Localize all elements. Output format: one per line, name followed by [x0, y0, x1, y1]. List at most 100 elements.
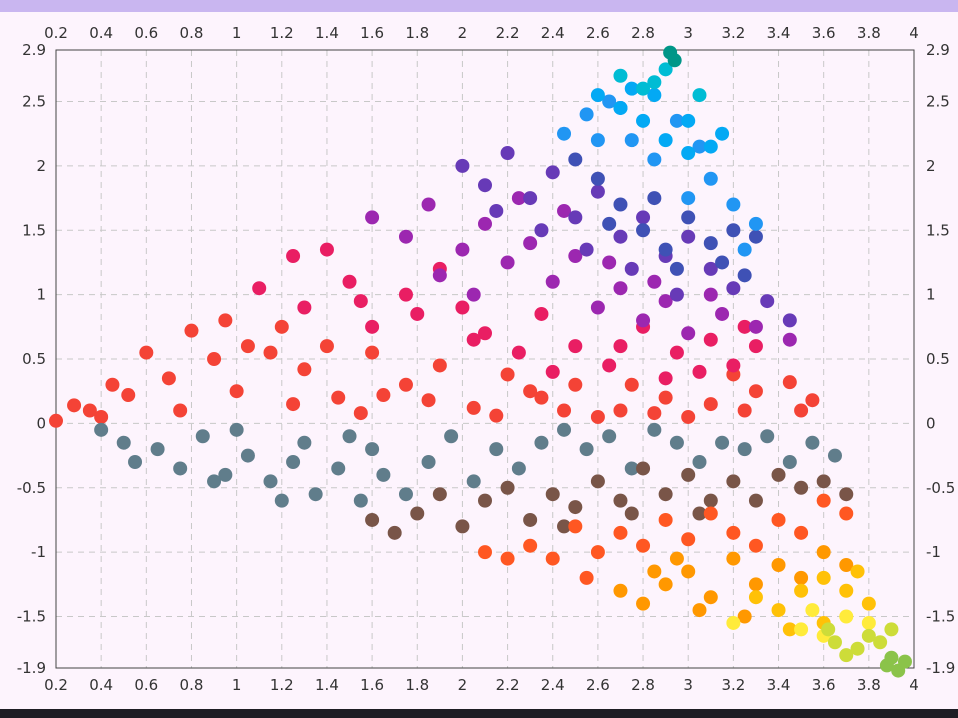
data-point — [534, 435, 549, 450]
data-point — [478, 178, 492, 193]
window-top-bar — [0, 0, 958, 12]
data-point — [500, 480, 515, 495]
data-point — [703, 397, 718, 412]
data-point — [263, 345, 278, 360]
x-tick-label-bottom: 1.2 — [270, 676, 294, 694]
data-point — [94, 409, 109, 424]
y-axis-right-ticks: 2.9 2.5 2 1.5 1 0.5 0 -0.5 -1 -1.5 -1.9 — [926, 41, 955, 677]
x-tick-label-top: 2.4 — [541, 24, 565, 42]
data-point — [511, 461, 526, 476]
data-point — [613, 339, 628, 354]
y-tick-label-left: 1 — [36, 286, 46, 304]
data-point — [850, 564, 865, 579]
data-point — [748, 229, 763, 244]
data-point — [681, 326, 696, 341]
data-point — [850, 641, 865, 656]
data-point — [353, 294, 368, 309]
data-point — [49, 413, 63, 428]
data-point — [398, 487, 413, 502]
grid-lines — [55, 49, 915, 669]
x-tick-label-top: 1.8 — [405, 24, 429, 42]
data-point — [703, 590, 718, 605]
data-point — [545, 487, 560, 502]
data-point — [692, 364, 707, 379]
data-point — [613, 403, 628, 418]
data-point — [760, 294, 775, 309]
data-point — [613, 281, 628, 296]
data-point — [568, 519, 583, 534]
x-tick-label-bottom: 1.6 — [360, 676, 384, 694]
y-tick-label-left: 1.5 — [22, 221, 46, 239]
data-point — [647, 564, 662, 579]
data-point — [839, 487, 854, 502]
y-tick-label-right: -1.9 — [926, 659, 955, 677]
data-point — [184, 323, 199, 338]
x-tick-label-top: 2.8 — [631, 24, 655, 42]
data-point — [715, 435, 730, 450]
data-point — [500, 146, 515, 160]
data-point — [398, 287, 413, 302]
data-point — [252, 281, 267, 296]
x-tick-label-bottom: 3.8 — [857, 676, 881, 694]
data-point — [897, 654, 912, 669]
data-point — [590, 184, 605, 199]
x-tick-label-top: 2.2 — [496, 24, 520, 42]
data-point — [319, 242, 334, 257]
data-point — [173, 403, 188, 418]
data-point — [771, 558, 786, 572]
data-point — [590, 133, 605, 148]
data-point — [432, 268, 447, 283]
data-point — [658, 371, 673, 386]
x-tick-label-bottom: 1.4 — [315, 676, 339, 694]
y-tick-label-left: -1 — [31, 543, 46, 561]
data-point — [500, 255, 515, 270]
data-point — [139, 345, 154, 360]
data-point — [523, 236, 538, 251]
data-point — [545, 551, 560, 566]
data-point — [478, 216, 492, 231]
y-tick-label-right: -1.5 — [926, 608, 955, 626]
data-point — [861, 628, 876, 643]
data-point — [568, 339, 583, 354]
y-tick-label-left: -0.5 — [17, 479, 46, 497]
data-point — [839, 648, 854, 663]
y-tick-label-left: 2 — [36, 157, 46, 175]
data-point — [839, 609, 854, 624]
data-point — [105, 377, 120, 392]
data-point — [782, 455, 797, 469]
data-point — [523, 512, 538, 527]
data-point — [297, 435, 312, 450]
data-point — [161, 371, 176, 386]
x-tick-label-bottom: 2.6 — [586, 676, 610, 694]
taskbar-strip — [0, 709, 958, 718]
data-point — [568, 152, 583, 167]
data-point — [613, 68, 628, 83]
y-tick-label-right: 0 — [926, 414, 936, 432]
y-tick-label-left: 0.5 — [22, 350, 46, 368]
data-point — [794, 403, 809, 418]
x-tick-label-bottom: 3.4 — [767, 676, 791, 694]
data-point — [500, 367, 515, 382]
data-point — [568, 249, 583, 263]
data-point — [861, 596, 876, 611]
data-point — [726, 525, 741, 540]
data-point — [455, 300, 470, 315]
data-point — [703, 506, 718, 521]
data-point — [681, 467, 696, 482]
data-point — [827, 448, 842, 463]
data-point — [568, 500, 583, 515]
data-point — [681, 564, 696, 579]
data-point — [839, 583, 854, 598]
data-point — [624, 133, 639, 148]
data-point — [647, 152, 662, 167]
data-point — [794, 480, 809, 495]
data-point — [342, 274, 357, 289]
data-point — [128, 455, 143, 469]
data-point — [466, 400, 481, 415]
data-point — [523, 191, 538, 206]
data-point — [647, 88, 662, 103]
data-point — [511, 345, 526, 360]
data-point — [489, 203, 504, 218]
data-point — [647, 274, 662, 289]
x-tick-label-top: 3 — [683, 24, 693, 42]
